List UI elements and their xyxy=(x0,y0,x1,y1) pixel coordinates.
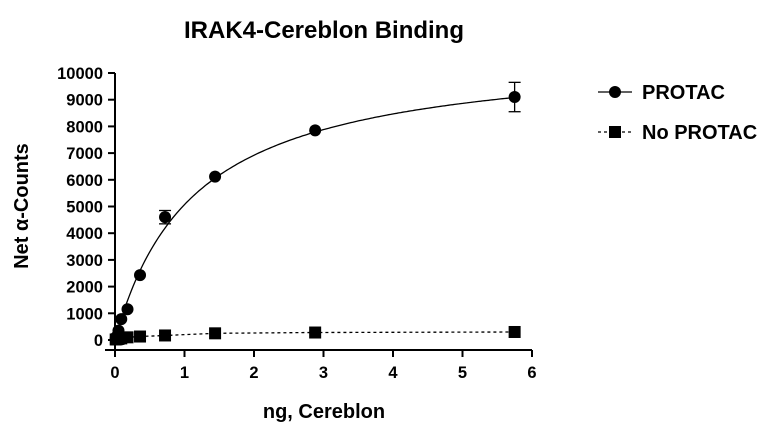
no-protac-point xyxy=(121,331,134,344)
x-tick-label: 4 xyxy=(388,364,398,382)
y-tick-label: 2000 xyxy=(66,279,103,297)
y-tick-label: 6000 xyxy=(66,172,103,190)
y-tick-label: 4000 xyxy=(66,225,103,243)
chart-title: IRAK4-Cereblon Binding xyxy=(184,17,464,44)
y-tick-label: 9000 xyxy=(66,92,103,110)
legend-no-protac-marker xyxy=(609,126,621,138)
x-tick-label: 6 xyxy=(527,364,536,382)
protac-point xyxy=(134,269,147,282)
x-tick-label: 2 xyxy=(249,364,258,382)
x-axis-title: ng, Cereblon xyxy=(263,401,385,423)
y-tick-label: 10000 xyxy=(57,65,103,83)
x-tick-label: 1 xyxy=(180,364,189,382)
protac-point xyxy=(159,211,172,224)
y-axis-title: Net α-Counts xyxy=(11,143,33,269)
legend-no-protac-label: No PROTAC xyxy=(642,122,757,144)
no-protac-point xyxy=(309,326,322,339)
legend-protac-label: PROTAC xyxy=(642,82,725,104)
y-tick-label: 5000 xyxy=(66,199,103,217)
protac-point xyxy=(209,170,222,183)
y-tick-label: 7000 xyxy=(66,145,103,163)
no-protac-point xyxy=(134,330,147,343)
legend: PROTAC No PROTAC xyxy=(598,82,757,144)
y-tick-label: 0 xyxy=(94,332,103,350)
x-tick-label: 3 xyxy=(319,364,328,382)
plot-area: 0 1000 2000 3000 4000 5000 6000 7000 8000 9000 100… xyxy=(57,65,536,382)
no-protac-point xyxy=(159,329,172,342)
no-protac-point xyxy=(209,327,222,340)
x-tick-label: 5 xyxy=(458,364,467,382)
x-tick-label: 0 xyxy=(110,364,119,382)
y-tick-label: 8000 xyxy=(66,118,103,136)
protac-point xyxy=(115,313,128,326)
legend-protac-marker xyxy=(609,86,621,98)
protac-point xyxy=(508,91,521,104)
y-tick-label: 3000 xyxy=(66,252,103,270)
y-tick-label: 1000 xyxy=(66,305,103,323)
protac-point xyxy=(309,124,322,137)
no-protac-point xyxy=(508,325,521,338)
protac-point xyxy=(121,303,134,316)
